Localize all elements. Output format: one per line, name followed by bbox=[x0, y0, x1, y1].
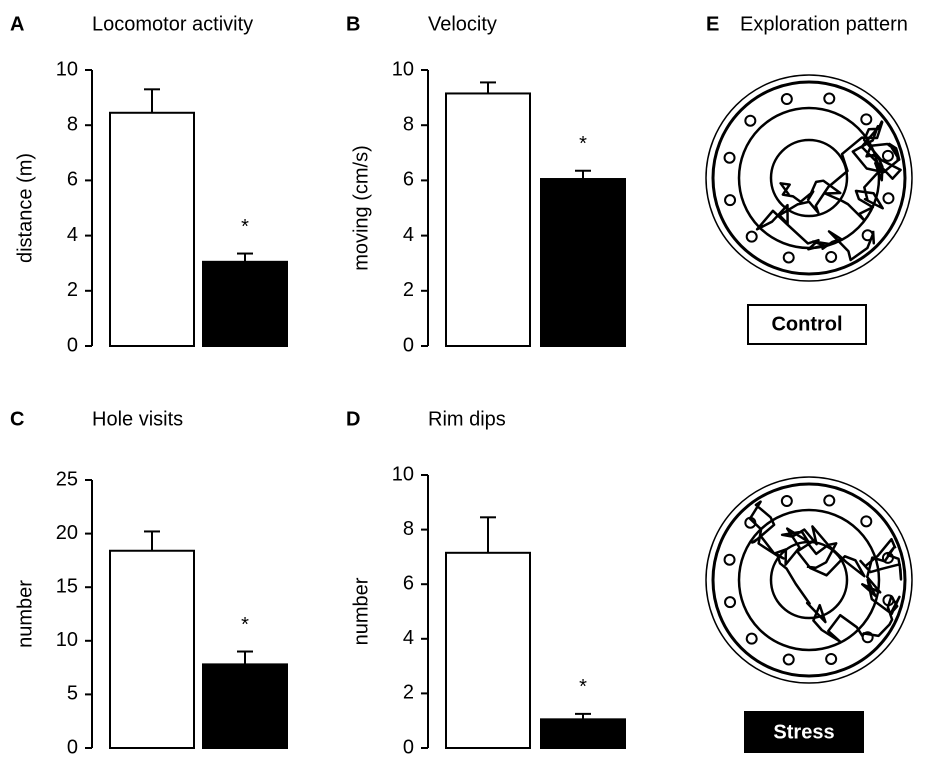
bar bbox=[110, 551, 194, 748]
y-tick-label: 2 bbox=[403, 279, 414, 301]
significance-mark: * bbox=[241, 614, 249, 636]
panel-letter: C bbox=[10, 408, 24, 430]
panel-title: Rim dips bbox=[428, 408, 506, 430]
y-tick-label: 6 bbox=[403, 169, 414, 191]
y-tick-label: 8 bbox=[403, 518, 414, 540]
arena-hole bbox=[745, 116, 755, 126]
y-tick-label: 25 bbox=[56, 468, 78, 490]
arena-hole bbox=[725, 555, 735, 565]
y-tick-label: 10 bbox=[392, 58, 414, 80]
y-axis-label: number bbox=[350, 577, 372, 645]
arena-hole bbox=[784, 654, 794, 664]
y-tick-label: 4 bbox=[403, 224, 414, 246]
y-tick-label: 0 bbox=[67, 736, 78, 757]
bar bbox=[541, 179, 625, 346]
y-tick-label: 6 bbox=[67, 169, 78, 191]
panel-title: Exploration pattern bbox=[740, 13, 908, 35]
arena-rim bbox=[713, 82, 905, 274]
significance-mark: * bbox=[579, 676, 587, 698]
y-tick-label: 10 bbox=[392, 463, 414, 485]
y-tick-label: 10 bbox=[56, 58, 78, 80]
panel-title: Locomotor activity bbox=[92, 13, 253, 35]
arena-hole bbox=[883, 193, 893, 203]
figure: E Exploration pattern Control Stress A Lo… bbox=[0, 0, 945, 757]
arena-hole bbox=[826, 252, 836, 262]
y-tick-label: 15 bbox=[56, 575, 78, 597]
y-tick-label: 0 bbox=[403, 736, 414, 757]
bar bbox=[203, 262, 287, 346]
arena-rim bbox=[706, 477, 912, 683]
y-tick-label: 2 bbox=[403, 682, 414, 704]
y-tick-label: 10 bbox=[56, 629, 78, 651]
y-axis-label: number bbox=[14, 580, 36, 648]
panel-letter: A bbox=[10, 13, 24, 35]
arena-hole bbox=[725, 597, 735, 607]
panel-title: Hole visits bbox=[92, 408, 183, 430]
arena-hole bbox=[861, 114, 871, 124]
control-label: Control bbox=[771, 313, 842, 335]
y-tick-label: 0 bbox=[403, 334, 414, 356]
bar bbox=[203, 664, 287, 748]
arena-hole bbox=[861, 516, 871, 526]
y-tick-label: 8 bbox=[67, 113, 78, 135]
y-tick-label: 8 bbox=[403, 113, 414, 135]
y-tick-label: 20 bbox=[56, 522, 78, 544]
arena-hole bbox=[782, 94, 792, 104]
y-axis-label: distance (m) bbox=[14, 153, 36, 263]
bar bbox=[541, 719, 625, 748]
bar bbox=[446, 93, 530, 346]
arena-ring bbox=[771, 140, 847, 216]
arena-hole bbox=[747, 634, 757, 644]
y-tick-label: 0 bbox=[67, 334, 78, 356]
y-tick-label: 6 bbox=[403, 572, 414, 594]
bar bbox=[110, 113, 194, 346]
y-tick-label: 4 bbox=[67, 224, 78, 246]
arena-rim bbox=[713, 484, 905, 676]
panel-title: Velocity bbox=[428, 13, 497, 35]
arena-hole bbox=[725, 153, 735, 163]
arena-hole bbox=[826, 654, 836, 664]
arena-hole bbox=[824, 94, 834, 104]
arena-hole bbox=[782, 496, 792, 506]
y-axis-label: moving (cm/s) bbox=[350, 145, 372, 271]
arena-hole bbox=[883, 151, 893, 161]
y-tick-label: 2 bbox=[67, 279, 78, 301]
stress-label: Stress bbox=[773, 721, 834, 743]
arena-hole bbox=[747, 232, 757, 242]
arena-hole bbox=[784, 252, 794, 262]
arena-hole bbox=[725, 195, 735, 205]
panel-letter: E bbox=[706, 13, 719, 35]
panel-letter: D bbox=[346, 408, 360, 430]
significance-mark: * bbox=[241, 216, 249, 238]
bar bbox=[446, 553, 530, 748]
significance-mark: * bbox=[579, 133, 587, 155]
y-tick-label: 4 bbox=[403, 627, 414, 649]
arena-hole bbox=[824, 496, 834, 506]
panel-letter: B bbox=[346, 13, 360, 35]
y-tick-label: 5 bbox=[67, 683, 78, 705]
